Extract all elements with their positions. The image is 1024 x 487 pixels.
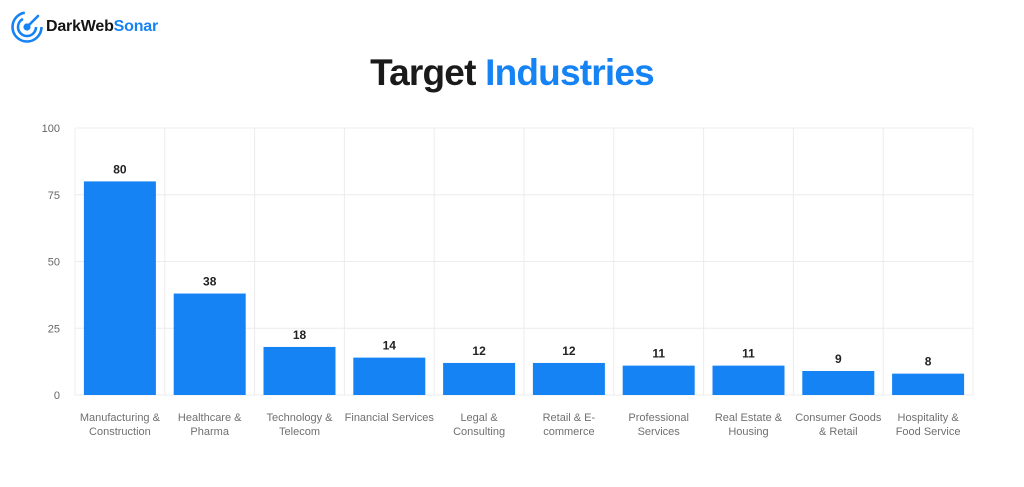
x-tick-label: Consulting — [453, 426, 505, 438]
brand-logo: DarkWebSonar — [10, 10, 158, 44]
data-label: 14 — [383, 339, 397, 353]
data-label: 80 — [113, 162, 127, 176]
x-tick-label: Retail & E- — [543, 412, 596, 424]
title-part-dark: Target — [370, 52, 476, 93]
bar — [622, 365, 695, 395]
brand-name-dark: DarkWeb — [46, 18, 114, 35]
y-tick-label: 50 — [48, 257, 60, 269]
x-tick-label: Real Estate & — [715, 412, 783, 424]
x-tick-label: Professional — [628, 412, 689, 424]
bar — [532, 362, 605, 395]
bar — [443, 362, 516, 395]
bar — [263, 346, 336, 395]
data-label: 18 — [293, 328, 307, 342]
x-tick-label: Telecom — [279, 426, 320, 438]
bar — [83, 181, 156, 395]
data-label: 11 — [652, 347, 665, 361]
x-tick-label: & Retail — [819, 426, 858, 438]
data-label: 8 — [925, 355, 932, 369]
x-tick-label: Pharma — [190, 426, 229, 438]
bar — [712, 365, 785, 395]
y-tick-label: 0 — [54, 390, 60, 402]
bar — [173, 293, 246, 395]
data-label: 11 — [742, 347, 755, 361]
x-tick-label: Hospitality & — [898, 412, 960, 424]
data-label: 9 — [835, 352, 842, 366]
y-tick-label: 100 — [42, 123, 60, 135]
bar — [353, 357, 426, 395]
data-label: 12 — [472, 344, 486, 358]
x-tick-label: Healthcare & — [178, 412, 242, 424]
x-tick-label: Technology & — [266, 412, 333, 424]
y-tick-label: 25 — [48, 323, 60, 335]
sonar-icon — [11, 11, 43, 43]
bar — [802, 370, 875, 395]
x-tick-label: Food Service — [896, 426, 961, 438]
data-label: 12 — [562, 344, 576, 358]
brand-name: DarkWebSonar — [46, 18, 158, 36]
brand-name-accent: Sonar — [113, 18, 159, 35]
x-tick-label: commerce — [543, 426, 594, 438]
x-tick-label: Consumer Goods — [795, 412, 882, 424]
x-tick-label: Services — [638, 426, 681, 438]
y-tick-label: 75 — [48, 190, 60, 202]
x-tick-label: Financial Services — [345, 412, 435, 424]
data-label: 38 — [203, 275, 217, 289]
title-part-accent: Industries — [485, 52, 655, 93]
x-tick-label: Construction — [89, 426, 151, 438]
x-tick-label: Housing — [728, 426, 768, 438]
page-title: Target Industries — [0, 50, 1024, 96]
bar — [892, 373, 965, 395]
x-tick-label: Manufacturing & — [80, 412, 161, 424]
x-tick-label: Legal & — [460, 412, 498, 424]
